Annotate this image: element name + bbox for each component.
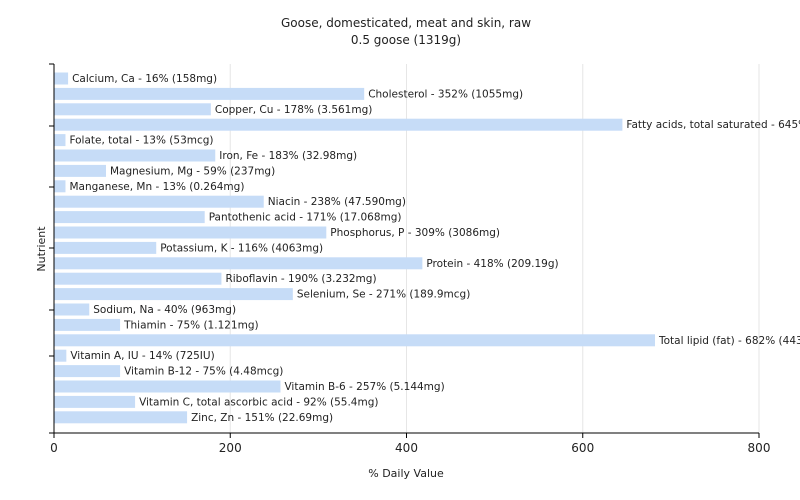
bar-label: Copper, Cu - 178% (3.561mg) [215, 104, 372, 116]
x-tick-label: 800 [748, 441, 771, 455]
bar [54, 87, 365, 100]
bar [54, 380, 281, 393]
chart-subtitle: 0.5 goose (1319g) [351, 33, 461, 47]
bar-label: Folate, total - 13% (53mcg) [69, 135, 213, 147]
bar [54, 241, 157, 254]
bar [54, 395, 136, 408]
bar [54, 272, 222, 285]
bar-label: Zinc, Zn - 151% (22.69mg) [191, 412, 333, 424]
bar [54, 180, 66, 193]
bar-label: Vitamin B-12 - 75% (4.48mcg) [124, 366, 283, 378]
bar [54, 72, 69, 85]
y-axis-title: Nutrient [35, 226, 48, 272]
bar-label: Cholesterol - 352% (1055mg) [368, 88, 523, 100]
x-axis-title: % Daily Value [368, 467, 444, 480]
bar-label: Potassium, K - 116% (4063mg) [160, 242, 323, 254]
bar-label: Riboflavin - 190% (3.232mg) [225, 273, 376, 285]
x-tick-label: 600 [571, 441, 594, 455]
bar [54, 365, 121, 378]
chart-title: Goose, domesticated, meat and skin, raw [281, 16, 531, 30]
bar-label: Vitamin B-6 - 257% (5.144mg) [284, 381, 444, 393]
bar-label: Manganese, Mn - 13% (0.264mg) [69, 181, 244, 193]
bar [54, 211, 205, 224]
bar-label: Sodium, Na - 40% (963mg) [93, 304, 236, 316]
bar-label: Phosphorus, P - 309% (3086mg) [330, 227, 500, 239]
bar [54, 118, 623, 131]
bar-label: Magnesium, Mg - 59% (237mg) [110, 165, 275, 177]
axes-group: 0 200 400 600 800 [49, 63, 771, 455]
x-tick-label: 400 [395, 441, 418, 455]
bar-label: Vitamin C, total ascorbic acid - 92% (55… [139, 396, 378, 408]
bar [54, 303, 90, 316]
x-tick-label: 0 [50, 441, 58, 455]
bar [54, 257, 423, 270]
bar [54, 103, 211, 116]
bar [54, 149, 216, 162]
bar [54, 164, 106, 177]
bar-label: Thiamin - 75% (1.121mg) [123, 319, 259, 331]
bar-label: Protein - 418% (209.19g) [426, 258, 558, 270]
bars-group: Calcium, Ca - 16% (158mg) Cholesterol - 3… [54, 72, 800, 424]
bar [54, 334, 656, 347]
bar-label: Vitamin A, IU - 14% (725IU) [70, 350, 214, 362]
bar [54, 288, 293, 301]
bar-label: Iron, Fe - 183% (32.98mg) [219, 150, 357, 162]
bar-label: Total lipid (fat) - 682% (443.45g) [658, 335, 800, 347]
bar-label: Fatty acids, total saturated - 645% (128… [626, 119, 800, 131]
bar-label: Selenium, Se - 271% (189.9mcg) [297, 289, 471, 301]
x-tick-label: 200 [219, 441, 242, 455]
bar-label: Calcium, Ca - 16% (158mg) [72, 73, 217, 85]
bar-label: Pantothenic acid - 171% (17.068mg) [209, 212, 402, 224]
bar [54, 411, 188, 424]
bar [54, 318, 121, 331]
bar [54, 226, 327, 239]
bar [54, 195, 264, 208]
bar [54, 349, 67, 362]
bar [54, 134, 66, 147]
bar-label: Niacin - 238% (47.590mg) [268, 196, 406, 208]
